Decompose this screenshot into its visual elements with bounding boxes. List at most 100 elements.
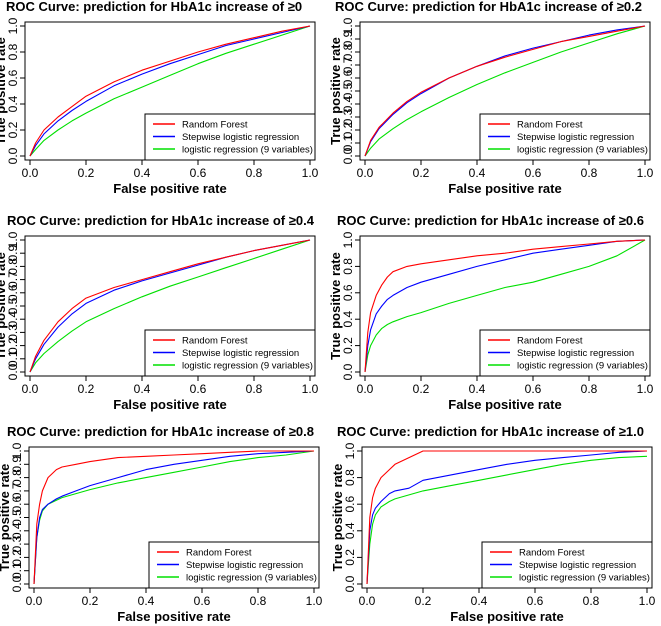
roc-panel-1: ROC Curve: prediction for HbA1c increase… [0,0,319,196]
legend-label-stepwise-logistic: Stepwise logistic regression [182,132,299,143]
y-tick-label: 0.2 [6,121,20,138]
legend-label-random-forest: Random Forest [517,120,583,131]
series-line-logistic-9var [364,25,646,157]
legend-label-stepwise-logistic: Stepwise logistic regression [186,560,303,571]
x-tick-label: 0.4 [471,594,488,608]
series-line-random-forest [33,450,314,585]
x-tick-label: 0.8 [581,166,598,180]
x-tick-label: 1.0 [302,166,319,180]
x-tick-label: 1.0 [637,166,654,180]
x-axis-label: False positive rate [448,397,561,412]
y-tick-label: 0.0 [341,147,355,164]
y-axis-label: True positive rate [0,252,8,360]
x-tick-label: 0.6 [190,382,207,396]
x-tick-label: 0.6 [525,382,542,396]
y-tick-label: 0.6 [343,496,357,513]
y-tick-label: 0.6 [6,284,20,301]
x-tick-label: 0.2 [413,166,430,180]
x-tick-label: 0.0 [22,382,39,396]
x-tick-label: 0.4 [134,166,151,180]
y-tick-label: 0.1 [6,350,20,367]
legend-label-stepwise-logistic: Stepwise logistic regression [519,560,636,571]
y-tick-label: 0.6 [341,284,355,301]
y-tick-label: 0.4 [341,95,355,112]
x-axis-label: False positive rate [448,181,561,196]
y-tick-label: 0.8 [6,258,20,275]
y-tick-label: 0.1 [341,134,355,151]
y-tick-label: 0.4 [10,522,24,539]
y-tick-label: 0.2 [341,337,355,354]
x-axis-label: False positive rate [450,609,563,624]
y-tick-label: 0.7 [6,271,20,288]
y-tick-label: 0.5 [10,509,24,526]
y-tick-label: 0.4 [341,311,355,328]
series-line-random-forest [364,239,646,373]
x-tick-label: 0.0 [357,382,374,396]
y-tick-label: 0.2 [6,337,20,354]
series-line-random-forest [29,239,311,373]
y-tick-label: 0.1 [10,562,24,579]
y-tick-label: 1.0 [10,442,24,459]
x-axis-label: False positive rate [117,609,230,624]
y-tick-label: 0.0 [10,575,24,592]
x-tick-label: 1.0 [639,594,656,608]
y-tick-label: 1.0 [341,231,355,248]
x-tick-label: 0.4 [469,166,486,180]
y-tick-label: 0.9 [10,456,24,473]
y-tick-label: 0.8 [343,469,357,486]
y-tick-label: 0.6 [341,69,355,86]
x-tick-label: 0.0 [22,166,39,180]
y-tick-label: 1.0 [6,231,20,248]
x-tick-label: 0.2 [415,594,432,608]
x-tick-label: 0.8 [581,382,598,396]
x-tick-label: 0.6 [194,594,211,608]
y-tick-label: 0.9 [341,30,355,47]
roc-panel-6: ROC Curve: prediction for HbA1c increase… [330,424,656,624]
y-tick-label: 0.5 [6,297,20,314]
y-axis-label: True positive rate [328,37,343,145]
y-tick-label: 0.0 [341,363,355,380]
series-line-stepwise-logistic [364,239,646,373]
series-line-logistic-9var [29,25,311,157]
x-tick-label: 1.0 [306,594,323,608]
y-tick-label: 0.8 [10,469,24,486]
x-tick-label: 0.8 [250,594,267,608]
y-tick-label: 0.7 [10,482,24,499]
y-tick-label: 0.0 [6,363,20,380]
y-tick-label: 0.8 [341,258,355,275]
y-tick-label: 1.0 [341,17,355,34]
y-tick-label: 1.0 [343,442,357,459]
series-line-stepwise-logistic [33,450,315,585]
panel-title: ROC Curve: prediction for HbA1c increase… [7,424,314,439]
roc-panel-2: ROC Curve: prediction for HbA1c increase… [328,0,654,196]
legend-label-logistic-9var: logistic regression (9 variables) [186,573,317,584]
y-tick-label: 0.3 [6,324,20,341]
x-tick-label: 0.4 [138,594,155,608]
y-tick-label: 0.4 [343,522,357,539]
series-line-random-forest [364,25,646,157]
legend-label-random-forest: Random Forest [519,548,585,559]
legend-label-stepwise-logistic: Stepwise logistic regression [182,348,299,359]
y-tick-label: 0.5 [341,82,355,99]
x-axis-label: False positive rate [113,397,226,412]
x-tick-label: 0.2 [78,166,95,180]
y-tick-label: 0.3 [10,535,24,552]
y-tick-label: 0.8 [341,43,355,60]
legend-label-random-forest: Random Forest [182,120,248,131]
legend-box [479,113,651,161]
x-tick-label: 0.6 [190,166,207,180]
x-tick-label: 0.6 [525,166,542,180]
series-line-logistic-9var [366,455,648,585]
y-tick-label: 0.0 [343,575,357,592]
series-line-logistic-9var [33,450,315,585]
x-axis-label: False positive rate [113,181,226,196]
legend-label-random-forest: Random Forest [182,336,248,347]
series-line-logistic-9var [364,239,646,373]
legend-label-logistic-9var: logistic regression (9 variables) [182,145,313,156]
